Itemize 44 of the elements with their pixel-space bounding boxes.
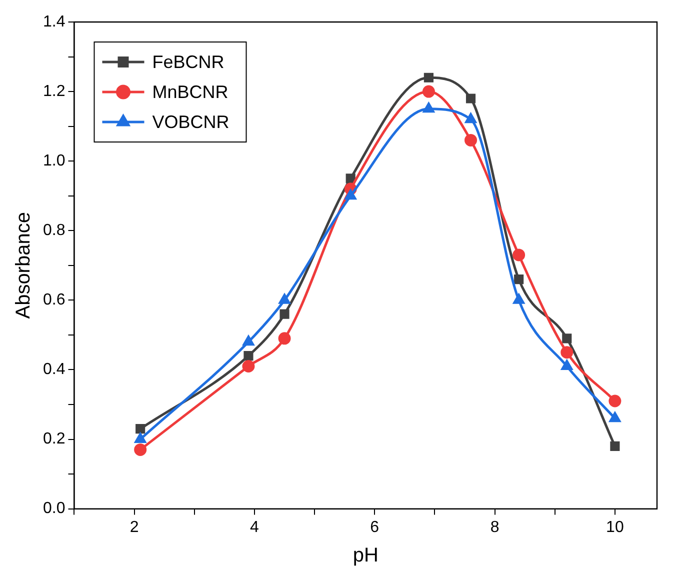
- point: [562, 334, 572, 344]
- point: [466, 94, 476, 104]
- y-tick-label: 0.2: [42, 430, 66, 448]
- point: [244, 351, 254, 361]
- point: [513, 294, 524, 304]
- text: 0.0: [42, 500, 66, 518]
- point: [609, 412, 621, 422]
- point: [560, 346, 574, 359]
- point: [561, 360, 572, 370]
- y-tick-label: 1.2: [42, 82, 66, 100]
- point: [136, 424, 146, 434]
- point: [608, 394, 622, 408]
- y-tick-label: 0.8: [42, 222, 66, 240]
- x-tick-label: 10: [606, 518, 624, 536]
- x-tick-label: 6: [370, 518, 380, 536]
- point: [345, 190, 356, 200]
- point: [278, 294, 290, 304]
- legend-label: VOBCNR: [152, 112, 230, 132]
- point: [346, 174, 356, 184]
- point: [423, 102, 434, 113]
- x-tick-label: 4: [250, 518, 260, 536]
- y-tick-label: 0.4: [42, 361, 66, 378]
- x-tick-label: 2: [130, 518, 139, 536]
- point: [134, 433, 146, 444]
- point: [464, 134, 478, 146]
- y-tick-label: 1.4: [42, 13, 66, 30]
- point: [514, 274, 524, 284]
- point: [422, 85, 435, 98]
- x-tick-label: 8: [490, 518, 500, 536]
- point: [424, 72, 434, 82]
- y-tick-label: 0.6: [42, 292, 66, 309]
- legend-label: MnBCNR: [152, 82, 228, 102]
- point: [242, 360, 255, 372]
- point: [465, 113, 476, 124]
- y-axis-title: Absorbance: [12, 212, 35, 319]
- point: [610, 441, 620, 451]
- x-axis-title: pH: [352, 544, 378, 567]
- point: [242, 336, 254, 346]
- point: [134, 443, 147, 456]
- point: [278, 332, 291, 345]
- text: 1.0: [42, 152, 66, 170]
- legend-label: FeBCNR: [152, 52, 224, 72]
- point: [280, 309, 290, 319]
- point: [512, 248, 526, 262]
